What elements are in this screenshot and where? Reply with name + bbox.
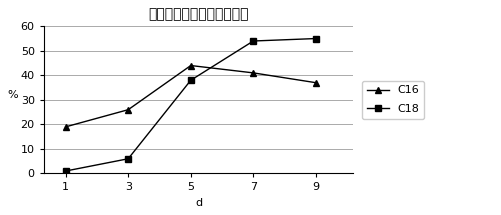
- C18: [125, 157, 131, 160]
- C18: [312, 37, 318, 40]
- Line: C16: C16: [63, 63, 318, 130]
- Title: 培养时间对油脂组分的影响: 培养时间对油脂组分的影响: [148, 7, 248, 21]
- Legend: C16, C18: C16, C18: [361, 81, 423, 119]
- C18: [250, 40, 256, 42]
- Y-axis label: %: %: [7, 90, 18, 100]
- C16: [250, 72, 256, 74]
- C16: [312, 81, 318, 84]
- C16: [125, 108, 131, 111]
- C16: [63, 126, 69, 128]
- Line: C18: C18: [63, 36, 318, 174]
- X-axis label: d: d: [195, 198, 202, 208]
- C18: [63, 170, 69, 172]
- C16: [187, 64, 193, 67]
- C18: [187, 79, 193, 81]
